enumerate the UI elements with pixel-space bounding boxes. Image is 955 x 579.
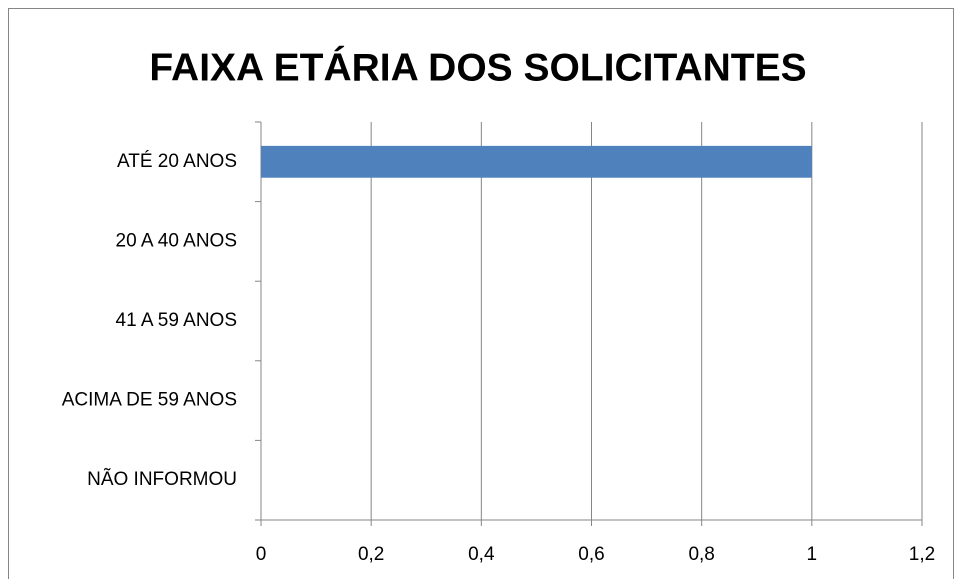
- y-tick-label: 20 A 40 ANOS: [116, 230, 237, 251]
- y-tick-label: ATÉ 20 ANOS: [117, 151, 237, 172]
- y-tick-label: NÃO INFORMOU: [87, 468, 237, 490]
- x-tick-label: 0: [256, 544, 267, 565]
- x-tick-label: 0,8: [688, 544, 714, 565]
- x-tick-label: 0,2: [358, 544, 384, 565]
- y-tick-label: ACIMA DE 59 ANOS: [62, 390, 237, 411]
- chart-title: FAIXA ETÁRIA DOS SOLICITANTES: [149, 45, 806, 89]
- x-tick-label: 1,2: [909, 544, 935, 565]
- x-tick-label: 1: [807, 544, 818, 565]
- x-tick-label: 0,6: [578, 544, 604, 565]
- y-tick-label: 41 A 59 ANOS: [116, 310, 237, 331]
- x-tick-label: 0,4: [468, 544, 495, 565]
- bar: [261, 145, 812, 178]
